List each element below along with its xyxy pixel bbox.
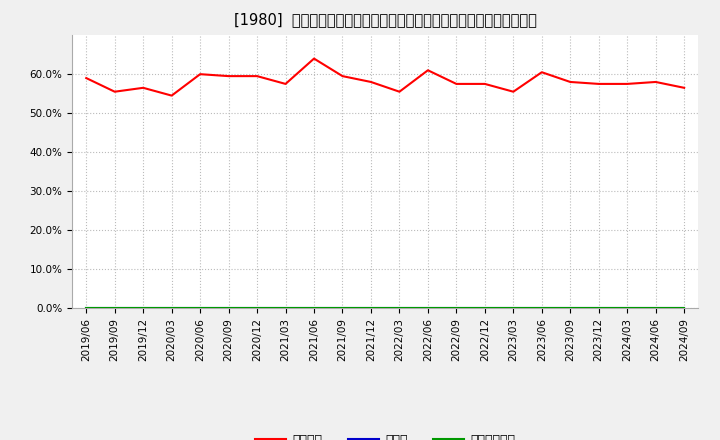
のれん xyxy=(139,305,148,311)
のれん xyxy=(395,305,404,311)
繰延税金資産 xyxy=(652,305,660,311)
のれん xyxy=(366,305,375,311)
自己資本 xyxy=(566,79,575,84)
のれん xyxy=(680,305,688,311)
のれん xyxy=(82,305,91,311)
のれん xyxy=(167,305,176,311)
自己資本 xyxy=(139,85,148,91)
のれん xyxy=(282,305,290,311)
自己資本 xyxy=(282,81,290,87)
のれん xyxy=(225,305,233,311)
繰延税金資産 xyxy=(310,305,318,311)
繰延税金資産 xyxy=(566,305,575,311)
のれん xyxy=(253,305,261,311)
のれん xyxy=(509,305,518,311)
繰延税金資産 xyxy=(537,305,546,311)
繰延税金資産 xyxy=(423,305,432,311)
のれん xyxy=(310,305,318,311)
繰延税金資産 xyxy=(623,305,631,311)
のれん xyxy=(566,305,575,311)
自己資本 xyxy=(537,70,546,75)
繰延税金資産 xyxy=(167,305,176,311)
自己資本 xyxy=(366,79,375,84)
Line: 自己資本: 自己資本 xyxy=(86,59,684,95)
のれん xyxy=(338,305,347,311)
自己資本 xyxy=(452,81,461,87)
のれん xyxy=(537,305,546,311)
のれん xyxy=(480,305,489,311)
自己資本 xyxy=(338,73,347,79)
繰延税金資産 xyxy=(366,305,375,311)
のれん xyxy=(623,305,631,311)
繰延税金資産 xyxy=(509,305,518,311)
のれん xyxy=(110,305,119,311)
繰延税金資産 xyxy=(196,305,204,311)
繰延税金資産 xyxy=(395,305,404,311)
繰延税金資産 xyxy=(338,305,347,311)
自己資本 xyxy=(395,89,404,94)
繰延税金資産 xyxy=(139,305,148,311)
自己資本 xyxy=(225,73,233,79)
Title: [1980]  自己資本、のれん、繰延税金資産の総資産に対する比率の推移: [1980] 自己資本、のれん、繰延税金資産の総資産に対する比率の推移 xyxy=(234,12,536,27)
繰延税金資産 xyxy=(82,305,91,311)
自己資本 xyxy=(82,75,91,81)
繰延税金資産 xyxy=(452,305,461,311)
Legend: 自己資本, のれん, 繰延税金資産: 自己資本, のれん, 繰延税金資産 xyxy=(251,429,521,440)
のれん xyxy=(452,305,461,311)
自己資本 xyxy=(480,81,489,87)
繰延税金資産 xyxy=(282,305,290,311)
自己資本 xyxy=(652,79,660,84)
自己資本 xyxy=(623,81,631,87)
のれん xyxy=(595,305,603,311)
自己資本 xyxy=(196,72,204,77)
自己資本 xyxy=(509,89,518,94)
のれん xyxy=(652,305,660,311)
自己資本 xyxy=(423,68,432,73)
自己資本 xyxy=(595,81,603,87)
繰延税金資産 xyxy=(253,305,261,311)
自己資本 xyxy=(110,89,119,94)
繰延税金資産 xyxy=(225,305,233,311)
繰延税金資産 xyxy=(680,305,688,311)
自己資本 xyxy=(680,85,688,91)
繰延税金資産 xyxy=(480,305,489,311)
繰延税金資産 xyxy=(110,305,119,311)
自己資本 xyxy=(167,93,176,98)
繰延税金資産 xyxy=(595,305,603,311)
のれん xyxy=(423,305,432,311)
自己資本 xyxy=(310,56,318,61)
のれん xyxy=(196,305,204,311)
自己資本 xyxy=(253,73,261,79)
